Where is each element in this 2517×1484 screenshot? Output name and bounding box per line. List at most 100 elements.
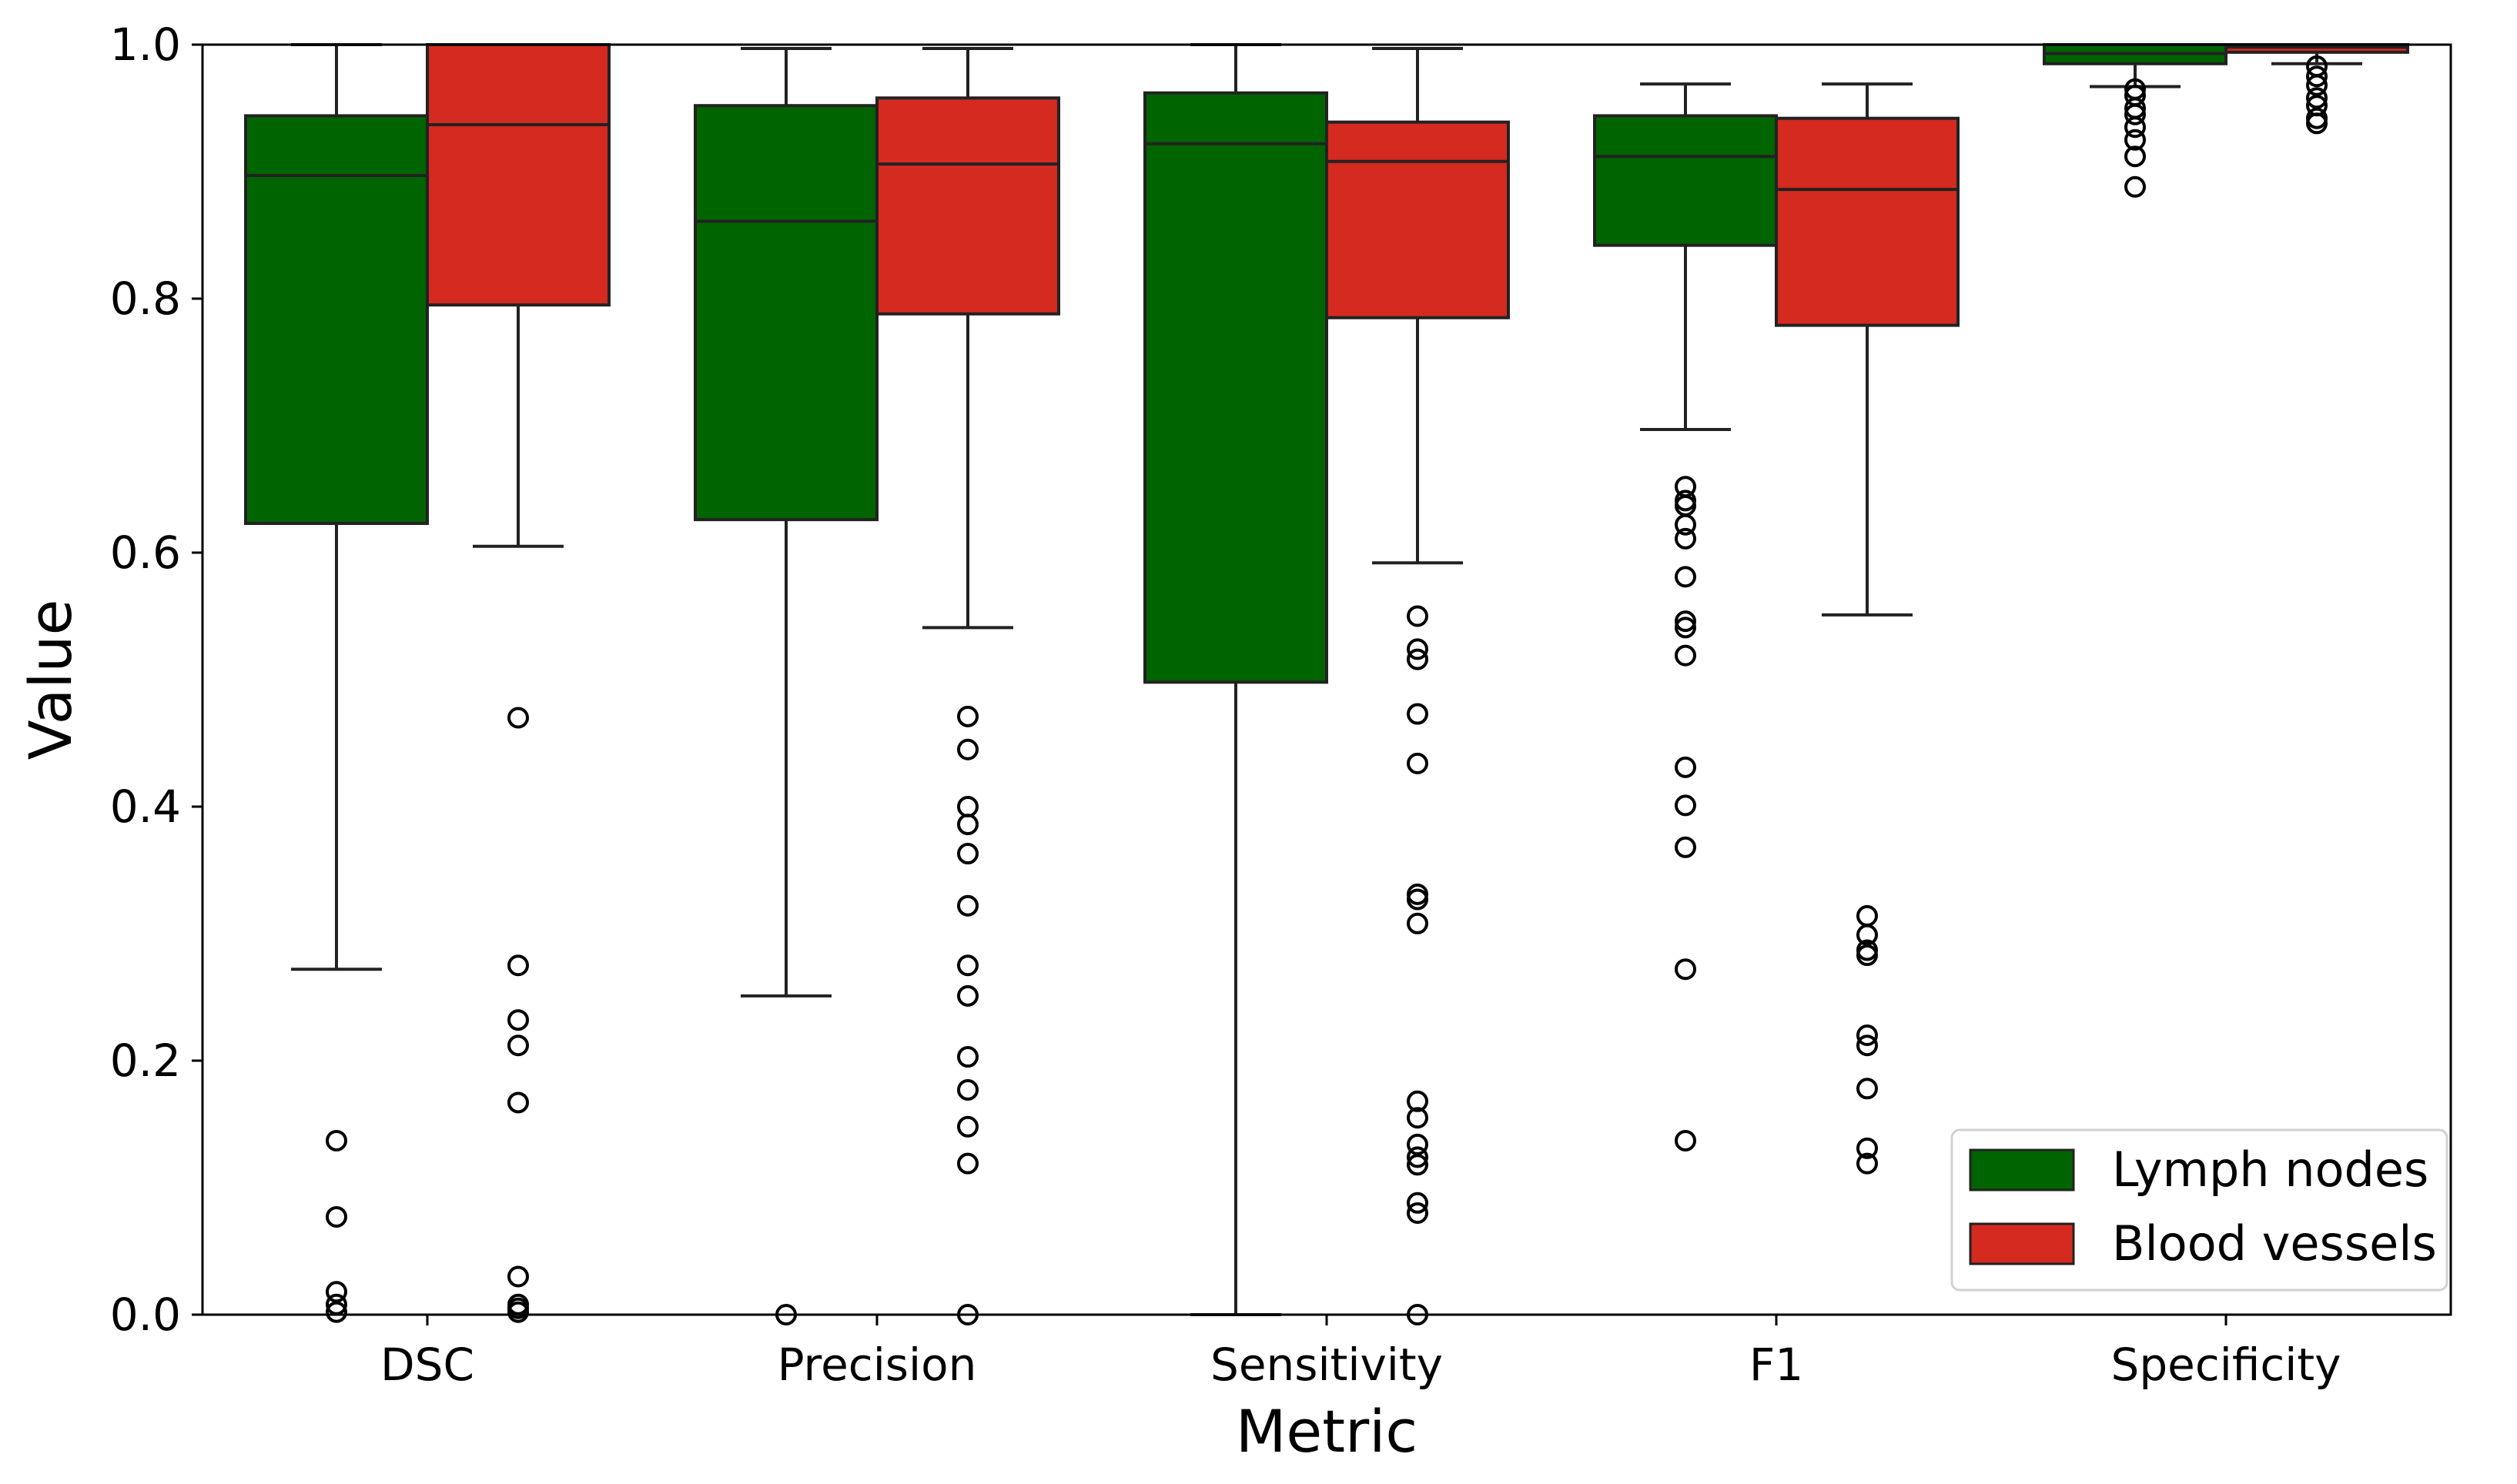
outlier-point (326, 1281, 347, 1303)
outlier-point (1407, 1154, 1428, 1176)
outlier-point (1675, 617, 1696, 639)
outlier-point (507, 1009, 529, 1031)
legend-label: Blood vessels (2112, 1215, 2437, 1272)
outlier-point (1407, 638, 1428, 660)
y-axis-title: Value (16, 600, 85, 760)
y-tick-label: 0.6 (110, 526, 181, 579)
outlier-point (2306, 65, 2328, 88)
box-lymph-nodes-f1 (1593, 82, 1778, 1151)
box-blood-vessels-sensitivity (1325, 46, 1510, 1325)
outlier-point (1675, 513, 1696, 536)
outlier-point (957, 1115, 979, 1138)
outlier-point (957, 1152, 979, 1175)
outlier-point (507, 1034, 529, 1057)
iqr-box (1143, 91, 1328, 684)
outlier-point (1407, 648, 1428, 670)
outlier-point (957, 705, 979, 727)
box-blood-vessels-dsc (426, 43, 611, 1323)
outlier-point (1407, 1202, 1428, 1224)
outlier-point (1675, 958, 1696, 981)
outlier-point (2306, 74, 2328, 96)
box-blood-vessels-f1 (1775, 82, 1960, 1175)
outlier-point (957, 894, 979, 917)
iqr-box (875, 96, 1060, 316)
outlier-point (1407, 1133, 1428, 1155)
legend: Lymph nodes Blood vessels (1950, 1128, 2448, 1292)
x-tick-label: F1 (1749, 1339, 1803, 1391)
outlier-point (1675, 644, 1696, 667)
outlier-point (507, 1301, 529, 1323)
outlier-point (1856, 924, 1878, 946)
box-lymph-nodes-dsc (244, 43, 429, 1323)
legend-swatch (1969, 1222, 2075, 1265)
legend-box (1950, 1128, 2448, 1292)
iqr-box (1593, 114, 1778, 247)
outlier-point (1856, 1024, 1878, 1046)
box-lymph-nodes-specificity (2043, 43, 2227, 198)
outlier-point (1856, 1137, 1878, 1159)
outlier-point (2124, 145, 2146, 168)
box-blood-vessels-specificity (2224, 43, 2409, 135)
outlier-point (1407, 1090, 1428, 1112)
outlier-point (1856, 1034, 1878, 1057)
outlier-point (2124, 116, 2146, 139)
outlier-point (957, 1078, 979, 1101)
outlier-point (2306, 87, 2328, 109)
y-tick-label: 1.0 (110, 18, 181, 71)
outlier-point (1407, 1146, 1428, 1168)
outlier-point (1407, 752, 1428, 774)
outlier-point (957, 984, 979, 1007)
iqr-box (244, 114, 429, 526)
outlier-point (957, 738, 979, 760)
outlier-point (1407, 912, 1428, 934)
outlier-point (2306, 112, 2328, 135)
outlier-point (1675, 756, 1696, 778)
outlier-point (507, 1265, 529, 1288)
y-tick-label: 0.2 (110, 1034, 181, 1087)
x-axis-title: Metric (1236, 1397, 1417, 1466)
outlier-point (1675, 527, 1696, 550)
outlier-point (1856, 1078, 1878, 1100)
outlier-point (326, 1301, 347, 1323)
outlier-point (1407, 1192, 1428, 1214)
outlier-point (2124, 103, 2146, 125)
outlier-point (957, 843, 979, 865)
plot-area (244, 43, 2409, 1325)
y-tick-label: 0.0 (110, 1288, 181, 1341)
outlier-point (2124, 129, 2146, 151)
x-tick-label: Precision (778, 1339, 977, 1391)
outlier-point (957, 954, 979, 977)
outlier-point (2124, 175, 2146, 198)
outlier-point (1856, 944, 1878, 967)
legend-label: Lymph nodes (2112, 1141, 2428, 1198)
outlier-point (326, 1205, 347, 1228)
outlier-point (326, 1129, 347, 1151)
box-lymph-nodes-precision (694, 46, 879, 1325)
outlier-point (957, 814, 979, 836)
x-tick-label: Specificity (2111, 1339, 2341, 1391)
y-tick-label: 0.8 (110, 272, 181, 325)
box-blood-vessels-precision (875, 46, 1060, 1325)
iqr-box (694, 104, 879, 522)
iqr-box (426, 43, 611, 307)
outlier-point (1675, 836, 1696, 858)
iqr-box (1775, 116, 1960, 327)
outlier-point (507, 1091, 529, 1114)
outlier-point (1675, 610, 1696, 633)
outlier-point (1407, 888, 1428, 911)
outlier-point (1675, 1129, 1696, 1151)
outlier-point (1675, 794, 1696, 817)
outlier-point (1407, 605, 1428, 627)
outlier-point (507, 954, 529, 977)
iqr-box (1325, 120, 1510, 319)
outlier-point (1407, 703, 1428, 725)
box-lymph-nodes-sensitivity (1143, 43, 1328, 1316)
outlier-point (1407, 1107, 1428, 1129)
outlier-point (507, 707, 529, 729)
x-tick-label: DSC (380, 1339, 474, 1391)
axes: 0.0 0.2 0.4 0.6 0.8 1.0 DSC Precision Sensitivit… (16, 18, 2452, 1466)
outlier-point (1856, 1152, 1878, 1175)
outlier-point (1675, 566, 1696, 588)
x-tick-label: Sensitivity (1210, 1339, 1443, 1391)
